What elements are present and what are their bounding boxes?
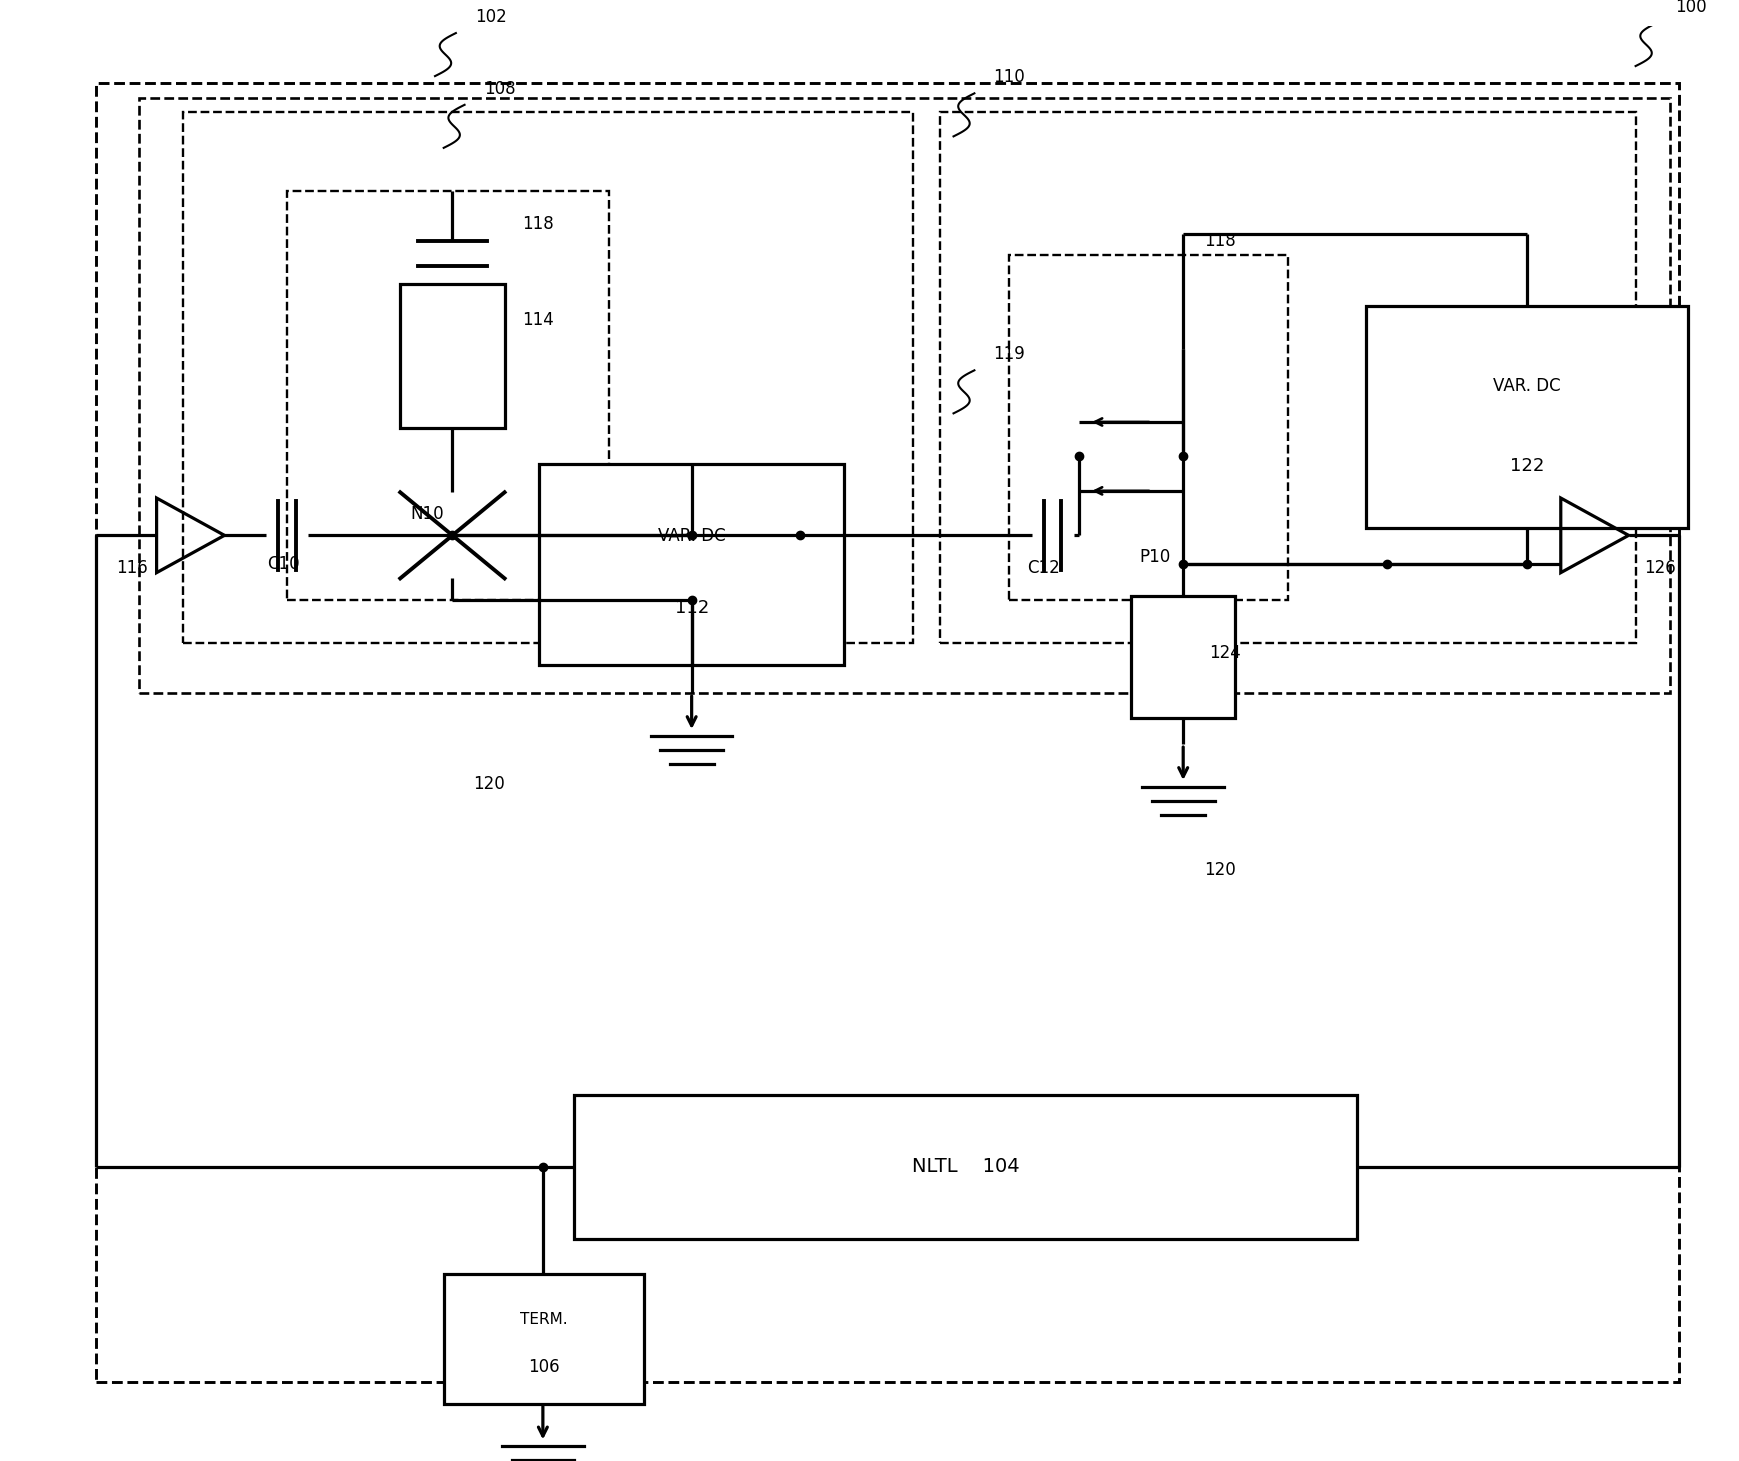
Bar bbox=[400, 285, 504, 428]
Bar bbox=[443, 1274, 643, 1404]
Text: 126: 126 bbox=[1643, 560, 1675, 577]
Bar bbox=[1365, 305, 1687, 529]
Bar bbox=[1009, 256, 1287, 600]
Text: 114: 114 bbox=[522, 311, 553, 329]
Text: 112: 112 bbox=[675, 599, 708, 617]
Bar bbox=[574, 1096, 1356, 1239]
Text: 120: 120 bbox=[473, 774, 504, 793]
Bar bbox=[939, 112, 1635, 643]
Text: 102: 102 bbox=[475, 7, 506, 26]
Bar bbox=[1130, 596, 1235, 719]
Bar bbox=[183, 112, 913, 643]
Text: 116: 116 bbox=[117, 560, 148, 577]
Bar bbox=[539, 463, 843, 665]
Text: 120: 120 bbox=[1203, 861, 1235, 878]
Text: 124: 124 bbox=[1209, 644, 1240, 662]
Text: 110: 110 bbox=[993, 69, 1024, 86]
Bar bbox=[139, 98, 1669, 693]
Text: 108: 108 bbox=[483, 80, 515, 98]
Text: P10: P10 bbox=[1139, 548, 1170, 565]
Text: VAR. DC: VAR. DC bbox=[657, 527, 725, 545]
Bar bbox=[287, 191, 609, 600]
Text: C10: C10 bbox=[268, 555, 299, 573]
Text: 106: 106 bbox=[527, 1359, 560, 1376]
Text: N10: N10 bbox=[410, 506, 443, 523]
Text: 122: 122 bbox=[1509, 457, 1542, 475]
Text: NLTL    104: NLTL 104 bbox=[911, 1157, 1019, 1176]
Text: 100: 100 bbox=[1675, 0, 1706, 16]
Text: C12: C12 bbox=[1028, 560, 1059, 577]
Text: VAR. DC: VAR. DC bbox=[1492, 377, 1560, 394]
Text: 118: 118 bbox=[522, 215, 553, 232]
Text: 118: 118 bbox=[1203, 232, 1235, 250]
Text: 119: 119 bbox=[993, 345, 1024, 364]
Text: TERM.: TERM. bbox=[520, 1312, 567, 1327]
